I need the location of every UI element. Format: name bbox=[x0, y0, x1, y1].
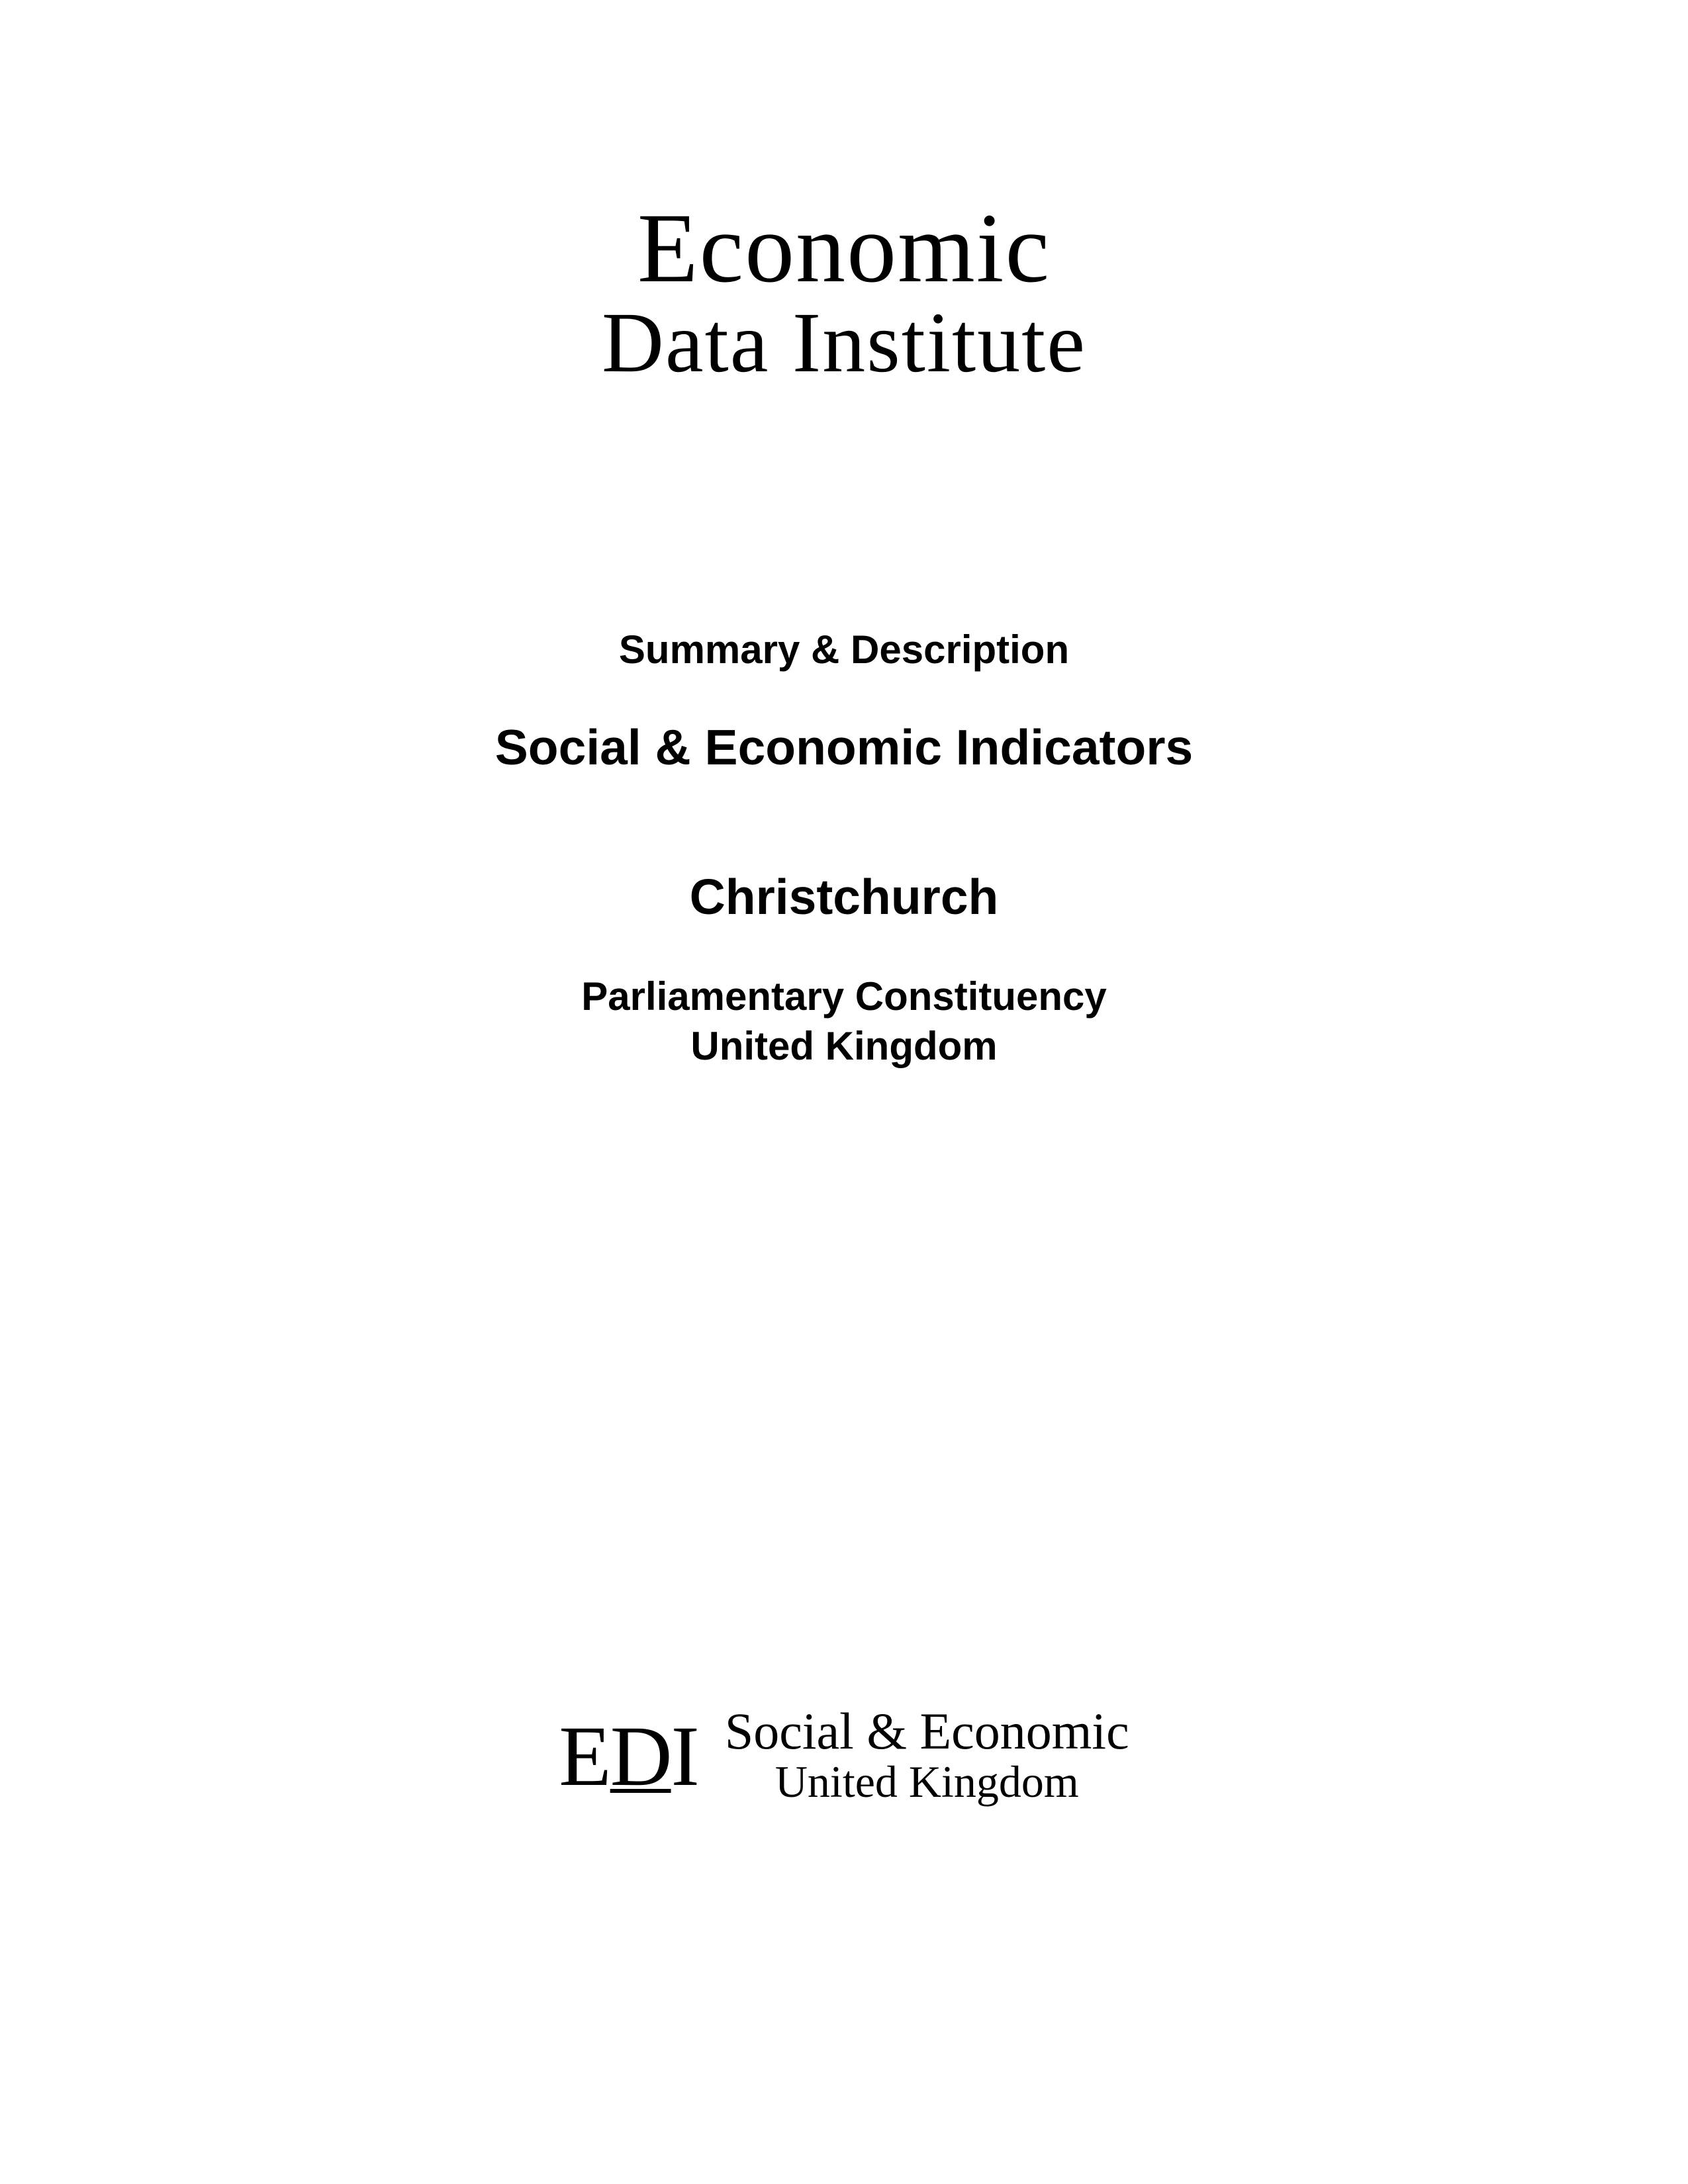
subtitle-section: Summary & Description Social & Economic … bbox=[495, 627, 1193, 1071]
document-page: Economic Data Institute Summary & Descri… bbox=[0, 0, 1688, 2184]
edi-logo-mark: EDI bbox=[559, 1707, 698, 1806]
constituency-line2: United Kingdom bbox=[690, 1024, 997, 1068]
edi-letter-i: I bbox=[671, 1707, 698, 1806]
footer-line1: Social & Economic bbox=[725, 1706, 1129, 1757]
edi-letter-d: D bbox=[610, 1707, 671, 1806]
document-title: Social & Economic Indicators bbox=[495, 719, 1193, 776]
footer-line2: United Kingdom bbox=[775, 1757, 1079, 1807]
location-name: Christchurch bbox=[495, 868, 1193, 925]
main-logo-line1: Economic bbox=[602, 199, 1086, 298]
footer-logo: EDI Social & Economic United Kingdom bbox=[559, 1706, 1129, 1807]
constituency-label: Parliamentary Constituency United Kingdo… bbox=[495, 972, 1193, 1071]
summary-description-label: Summary & Description bbox=[495, 627, 1193, 672]
footer-text-block: Social & Economic United Kingdom bbox=[725, 1706, 1129, 1807]
constituency-line1: Parliamentary Constituency bbox=[581, 974, 1107, 1019]
edi-letter-e: E bbox=[559, 1707, 610, 1806]
main-logo-line2: Data Institute bbox=[602, 298, 1086, 388]
main-logo: Economic Data Institute bbox=[602, 199, 1086, 388]
